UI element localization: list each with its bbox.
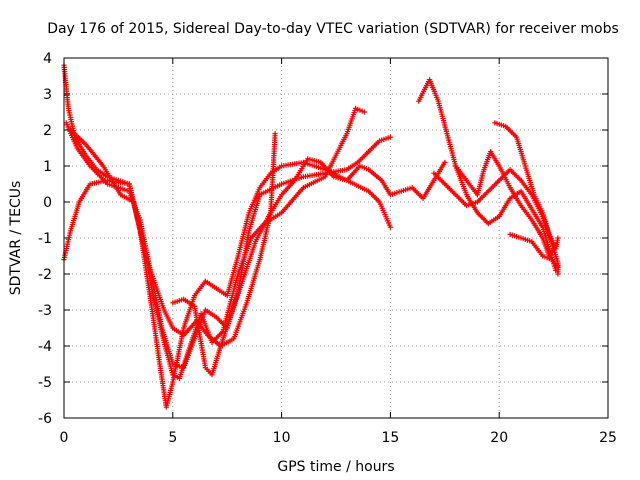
series-arc-1 <box>61 62 393 410</box>
chart-title: Day 176 of 2015, Sidereal Day-to-day VTE… <box>47 21 619 37</box>
series-arc-9 <box>492 120 561 252</box>
y-tick-label: 1 <box>43 159 52 175</box>
y-axis-label: SDTVAR / TECUs <box>8 181 24 296</box>
x-tick-label: 10 <box>273 430 291 446</box>
series-line <box>65 122 392 369</box>
data-point <box>361 109 367 115</box>
series-arc-2 <box>63 120 393 371</box>
y-tick-label: 0 <box>43 195 52 211</box>
y-tick-label: 3 <box>43 87 52 103</box>
data-point <box>387 134 393 140</box>
y-tick-label: -5 <box>38 375 52 391</box>
y-tick-label: 2 <box>43 123 52 139</box>
series-arc-10 <box>507 231 561 270</box>
grid-lines <box>64 58 608 418</box>
x-tick-label: 5 <box>168 430 177 446</box>
series-arc-4 <box>67 127 278 349</box>
series-line <box>63 64 392 408</box>
data-point <box>387 224 393 230</box>
data-point <box>555 271 561 277</box>
data-point <box>555 235 561 241</box>
data-series-layer <box>61 62 561 410</box>
data-point <box>442 159 448 165</box>
y-tick-label: -6 <box>38 411 52 427</box>
x-axis-label: GPS time / hours <box>277 459 394 475</box>
y-tick-label: -1 <box>38 231 52 247</box>
series-arc-8 <box>453 149 559 259</box>
data-point <box>272 131 278 137</box>
y-tick-label: -4 <box>38 339 52 355</box>
y-tick-labels: -6 -5 -4 -3 -2 -1 0 1 2 3 4 <box>38 51 52 427</box>
x-tick-label: 25 <box>599 430 617 446</box>
series-arc-5 <box>170 156 448 378</box>
y-tick-label: -2 <box>38 267 52 283</box>
x-tick-label: 0 <box>60 430 69 446</box>
x-tick-label: 15 <box>381 430 399 446</box>
data-point <box>555 264 561 270</box>
x-tick-labels: 0 5 10 15 20 25 <box>60 430 617 446</box>
y-tick-label: 4 <box>43 51 52 67</box>
x-tick-label: 20 <box>490 430 508 446</box>
plot-frame <box>63 57 609 419</box>
y-tick-label: -3 <box>38 303 52 319</box>
